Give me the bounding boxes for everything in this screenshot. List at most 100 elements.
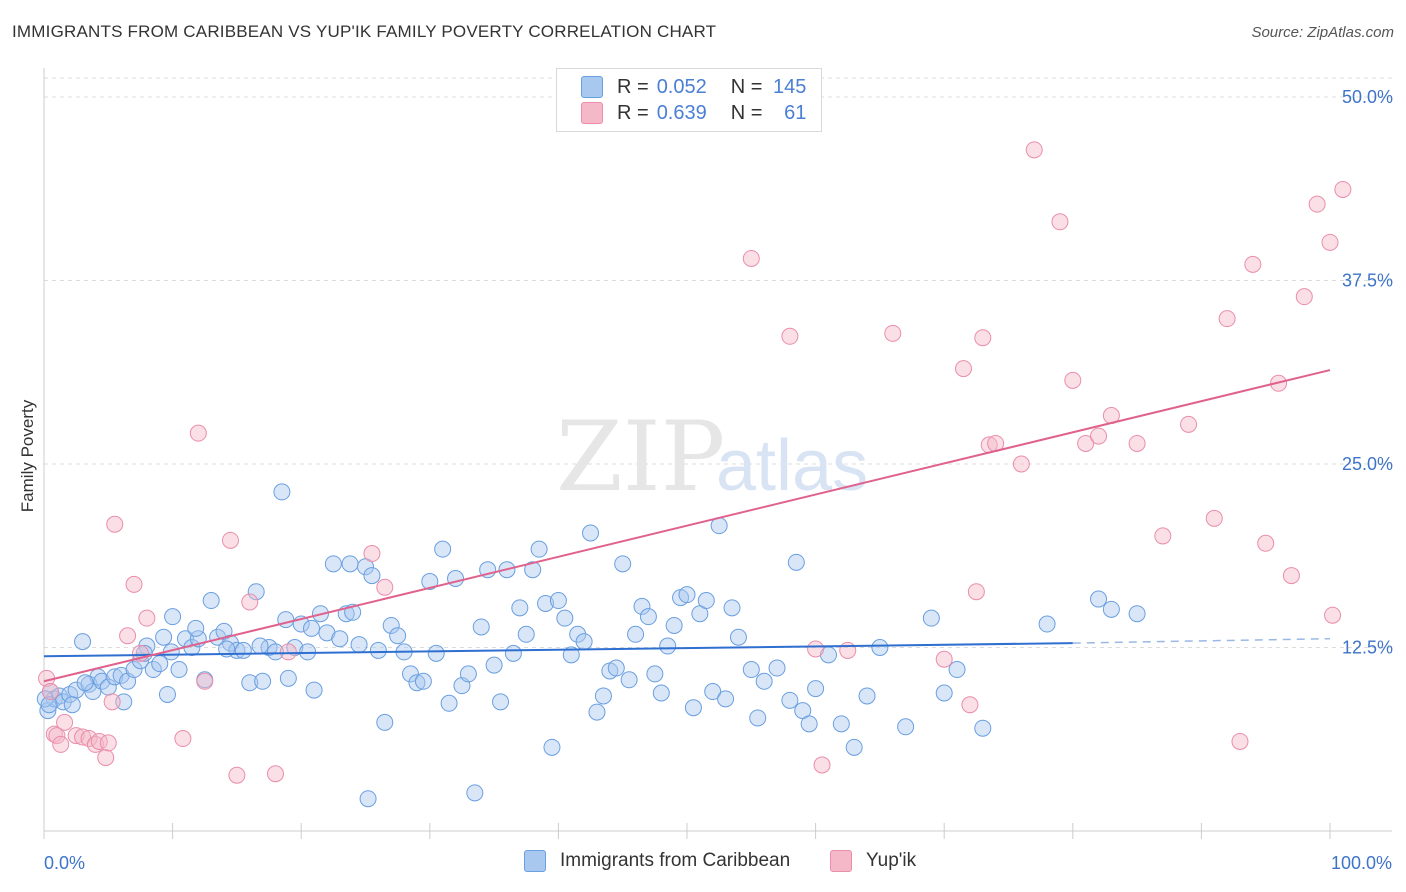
caribbean-point [382,616,400,634]
legend-n-label: N = [730,75,763,98]
yupik-point [45,725,63,743]
caribbean-point [1102,600,1120,618]
yupik-point [52,735,70,753]
yupik-point [1257,534,1275,552]
caribbean-point [633,597,651,615]
watermark-zip: ZIP [556,401,725,513]
legend-r-value: 0.639 [656,101,707,124]
caribbean-point [434,540,452,558]
yupik-point [1128,434,1146,452]
yupik-point [279,643,297,661]
caribbean-point [54,693,72,711]
caribbean-point [1090,590,1108,608]
yupik-point [1324,606,1342,624]
caribbean-point [408,674,426,692]
caribbean-point [485,656,503,674]
caribbean-point [234,641,252,659]
caribbean-point [331,630,349,648]
bottom-legend-yupik: Yup'ik [830,850,916,872]
caribbean-point [935,684,953,702]
yupik-point [74,728,92,746]
yupik-point [174,730,192,748]
caribbean-point [363,567,381,585]
yupik-point [1308,195,1326,213]
caribbean-point [427,644,445,662]
legend-swatch-yupik [581,102,603,124]
legend-n-label: N = [730,101,763,124]
caribbean-point [639,608,657,626]
yupik-point [228,766,246,784]
caribbean-point [575,633,593,651]
caribbean-trend-line [43,642,1073,658]
caribbean-point [266,643,284,661]
yupik-point [1077,434,1095,452]
caribbean-point [74,633,92,651]
caribbean-point [504,644,522,662]
caribbean-point [768,659,786,677]
caribbean-point [202,592,220,610]
yupik-point [1321,233,1339,251]
yupik-point [1012,455,1030,473]
yupik-point [80,730,98,748]
yupik-point [119,627,137,645]
caribbean-point [594,687,612,705]
yupik-point [967,583,985,601]
caribbean-point [40,696,58,714]
caribbean-point [807,680,825,698]
yupik-point [241,593,259,611]
bottom-legend-swatch-caribbean [524,850,546,872]
yupik-point [1180,415,1198,433]
yupik-point [48,727,66,745]
caribbean-point [414,672,432,690]
caribbean-point [704,683,722,701]
legend-n-value: 145 [773,75,807,98]
caribbean-point [858,687,876,705]
yupik-point [221,531,239,549]
caribbean-point [341,555,359,573]
legend-row-caribbean: R = 0.052 N = 145 [581,75,806,99]
caribbean-point [164,608,182,626]
yupik-point [935,650,953,668]
caribbean-point [620,671,638,689]
caribbean-point [402,665,420,683]
caribbean-point [151,655,169,673]
caribbean-point [144,661,162,679]
caribbean-point [170,661,188,679]
caribbean-point [466,784,484,802]
caribbean-point [697,592,715,610]
caribbean-point [511,599,529,617]
caribbean-point [562,646,580,664]
caribbean-point [543,738,561,756]
y-tick-labels: 12.5% 25.0% 37.5% 50.0% [1342,87,1393,658]
legend-n-value: 61 [784,101,807,124]
yupik-point [781,327,799,345]
caribbean-point [723,599,741,617]
bottom-legend-label-caribbean: Immigrants from Caribbean [560,850,791,871]
caribbean-point [254,672,272,690]
yupik-point [41,683,59,701]
caribbean-point [897,718,915,736]
yupik-point [103,693,121,711]
yupik-point [1090,427,1108,445]
caribbean-point [781,691,799,709]
yupik-point [1218,310,1236,328]
yupik-point [99,734,117,752]
yupik-point [266,765,284,783]
caribbean-point [369,641,387,659]
caribbean-point [530,540,548,558]
trend-lines [43,369,1331,683]
bottom-legend-caribbean: Immigrants from Caribbean [524,850,790,872]
source-label: Source: ZipAtlas.com [1251,24,1394,41]
y-tick-label: 37.5% [1342,271,1393,291]
yupik-trend-line [43,369,1331,683]
yupik-point [807,640,825,658]
yupik-point [1064,371,1082,389]
y-tick-label: 12.5% [1342,638,1393,658]
caribbean-point [187,619,205,637]
yupik-point [954,360,972,378]
yupik-point [1334,180,1352,198]
series-yupik-points [38,141,1352,784]
caribbean-point [948,661,966,679]
yupik-point [961,696,979,714]
caribbean-point [350,636,368,654]
